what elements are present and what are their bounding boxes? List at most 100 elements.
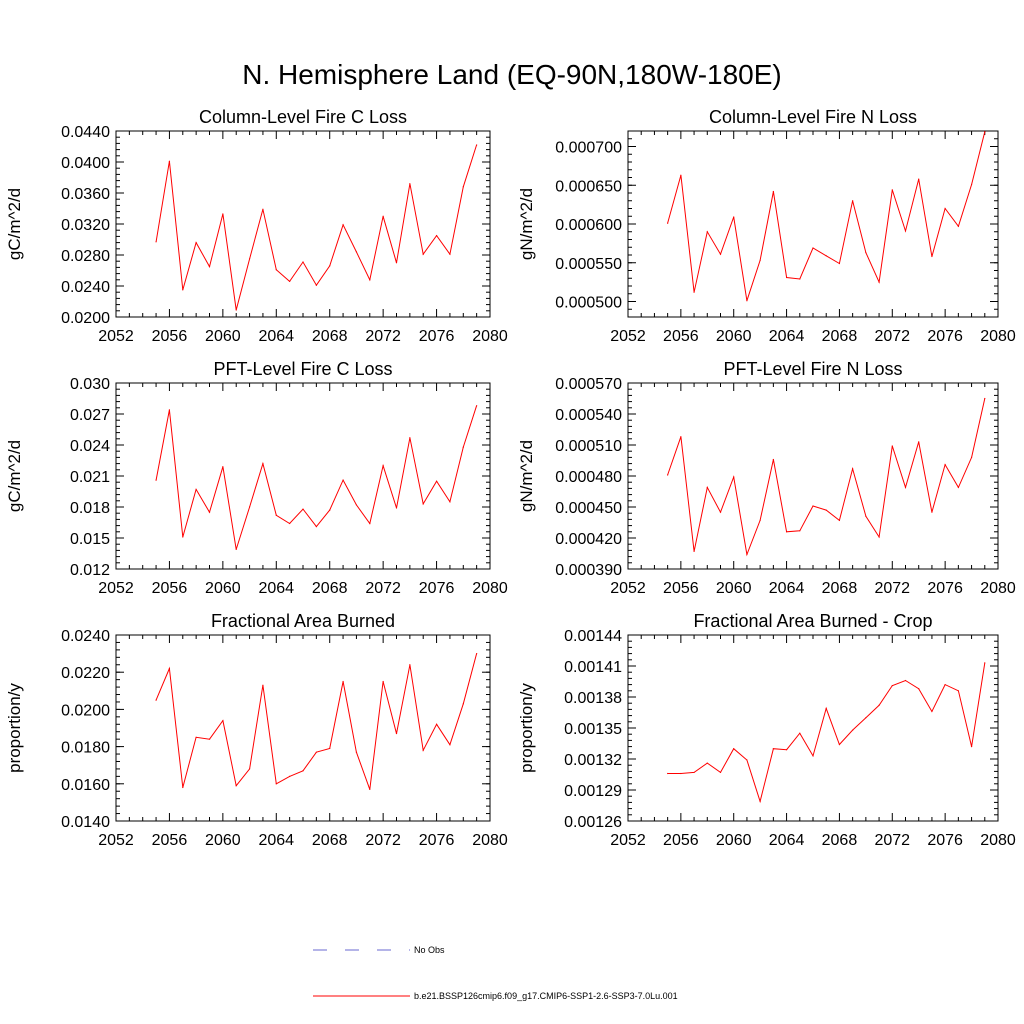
data-point xyxy=(289,775,291,777)
y-tick-label: 0.000510 xyxy=(555,438,622,455)
y-tick-label: 0.00144 xyxy=(564,628,622,645)
data-point xyxy=(462,703,464,705)
series-line xyxy=(155,653,478,790)
data-point xyxy=(342,224,344,226)
data-point xyxy=(222,466,224,468)
panel-title: Column-Level Fire C Loss xyxy=(199,107,407,127)
x-tick-label: 2064 xyxy=(769,832,805,849)
x-tick-label: 2080 xyxy=(472,580,508,597)
data-point xyxy=(891,685,893,687)
chart-panel-1: Column-Level Fire C Loss gC/m^2/d 2052 2056… xyxy=(5,107,508,345)
data-point xyxy=(719,771,722,774)
plot-frame xyxy=(627,130,999,318)
data-point xyxy=(435,723,438,725)
y-tick-label: 0.0200 xyxy=(61,310,110,327)
y-tick-label: 0.0180 xyxy=(61,740,110,757)
y-tick-label: 0.00129 xyxy=(564,783,622,800)
x-tick-label: 2052 xyxy=(610,328,646,345)
data-point xyxy=(289,522,291,525)
y-tick-label: 0.000600 xyxy=(555,217,622,234)
data-point xyxy=(944,207,946,210)
data-point xyxy=(369,788,371,790)
data-point xyxy=(355,751,358,753)
data-point xyxy=(733,216,735,218)
data-point xyxy=(329,747,331,750)
x-tick-label: 2080 xyxy=(472,328,508,345)
data-point xyxy=(812,505,814,507)
data-point xyxy=(772,190,774,193)
data-point xyxy=(970,183,973,186)
x-tick-label: 2052 xyxy=(98,832,134,849)
data-point xyxy=(208,511,211,513)
y-tick-label: 0.000650 xyxy=(555,178,622,195)
plot-frame xyxy=(627,382,999,570)
data-point xyxy=(667,772,669,775)
data-point xyxy=(706,762,708,764)
data-point xyxy=(382,680,384,683)
data-point xyxy=(667,222,669,224)
y-tick-label: 0.00141 xyxy=(564,659,622,676)
x-tick-label: 2056 xyxy=(663,580,699,597)
data-point xyxy=(355,504,358,506)
data-point xyxy=(195,736,197,738)
y-axis-label: gC/m^2/d xyxy=(5,188,24,260)
x-tick-label: 2072 xyxy=(874,328,910,345)
panel-title: Column-Level Fire N Loss xyxy=(709,107,917,127)
data-point xyxy=(799,732,801,734)
data-point xyxy=(733,748,735,750)
panel-title: Fractional Area Burned xyxy=(211,611,395,631)
data-point xyxy=(759,519,761,522)
data-point xyxy=(878,704,880,706)
data-point xyxy=(395,732,398,735)
x-tick-label: 2056 xyxy=(663,832,699,849)
x-tick-label: 2076 xyxy=(927,832,963,849)
y-tick-label: 0.00138 xyxy=(564,690,622,707)
chart-panel-5: Fractional Area Burned proportion/y 2052 20… xyxy=(5,611,508,849)
data-point xyxy=(182,289,184,291)
data-point xyxy=(422,503,424,505)
y-axis-label: gC/m^2/d xyxy=(5,440,24,512)
data-point xyxy=(208,738,211,740)
data-point xyxy=(918,178,920,180)
x-tick-label: 2060 xyxy=(716,580,752,597)
panel-title: Fractional Area Burned - Crop xyxy=(693,611,932,631)
x-tick-label: 2056 xyxy=(152,580,188,597)
data-point xyxy=(878,281,880,283)
series-line xyxy=(667,662,986,804)
x-tick-label: 2060 xyxy=(205,832,241,849)
data-point xyxy=(449,744,451,746)
data-point xyxy=(719,511,722,513)
x-tick-label: 2076 xyxy=(927,580,963,597)
data-point xyxy=(369,522,371,525)
data-point xyxy=(746,300,748,302)
y-tick-label: 0.015 xyxy=(70,531,110,548)
x-tick-label: 2080 xyxy=(472,832,508,849)
data-point xyxy=(409,437,411,439)
data-point xyxy=(772,748,774,750)
data-point xyxy=(838,743,841,746)
legend: No Obs b.e21.BSSP126cmip6.f09_g17.CMIP6-S… xyxy=(313,945,678,1001)
series-line xyxy=(667,131,986,301)
data-point xyxy=(799,278,801,280)
data-point xyxy=(476,144,478,146)
data-point xyxy=(168,409,171,411)
data-point xyxy=(667,474,669,476)
x-tick-label: 2080 xyxy=(980,580,1016,597)
y-tick-label: 0.000500 xyxy=(555,295,622,312)
data-point xyxy=(719,253,722,255)
x-tick-label: 2060 xyxy=(716,832,752,849)
data-point xyxy=(785,276,788,279)
x-tick-label: 2068 xyxy=(822,328,858,345)
data-point xyxy=(302,261,304,263)
y-tick-label: 0.0240 xyxy=(61,279,110,296)
data-point xyxy=(315,284,317,286)
plot-frame xyxy=(115,382,491,570)
plot-frame xyxy=(115,634,491,822)
data-point xyxy=(182,536,184,538)
chart-panel-3: PFT-Level Fire C Loss gC/m^2/d 2052 2056 206… xyxy=(5,359,508,597)
data-point xyxy=(759,259,761,262)
x-tick-label: 2064 xyxy=(769,580,805,597)
data-point xyxy=(918,688,920,690)
data-point xyxy=(275,514,277,516)
